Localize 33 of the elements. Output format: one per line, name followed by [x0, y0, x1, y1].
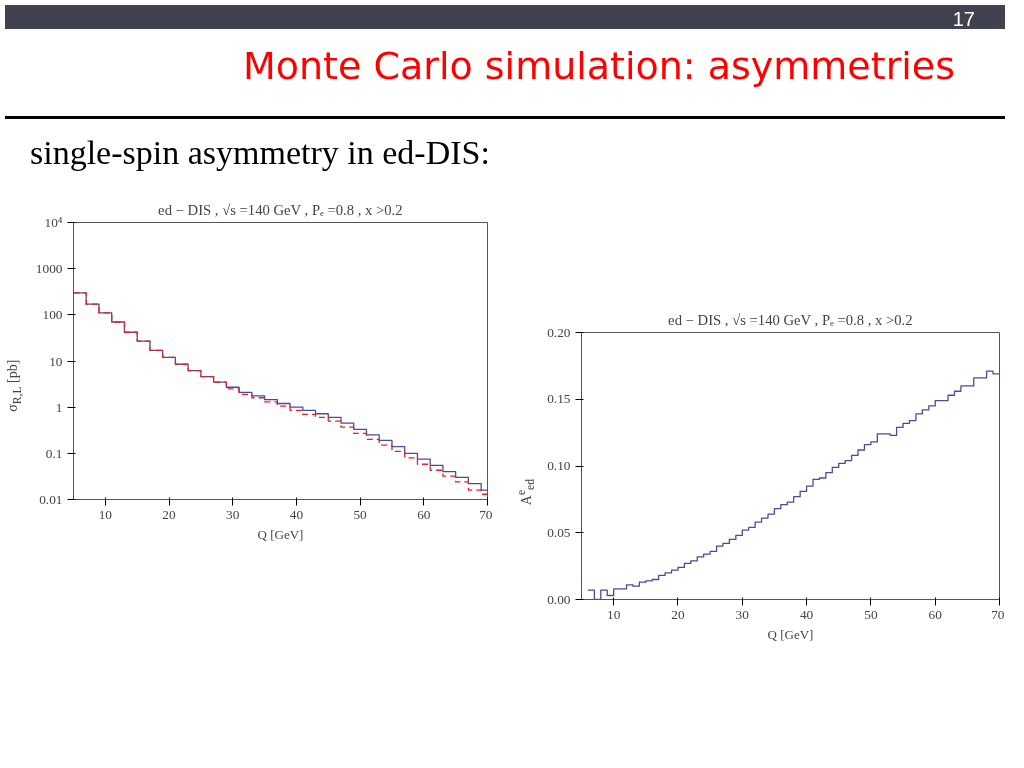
x-tick-label: 60	[417, 506, 431, 522]
y-tick-label: 0.20	[547, 324, 571, 340]
x-tick-label: 20	[671, 606, 685, 622]
text: single-spin asymmetry in ed-DIS:	[30, 133, 490, 173]
y-tick-label: 10⁴	[44, 215, 63, 230]
x-axis-title: Q [GeV]	[767, 626, 814, 642]
x-tick-label: 50	[353, 506, 368, 522]
y-tick-label: 1000	[35, 261, 63, 277]
text: Monte Carlo simulation: asymmetries	[242, 43, 955, 90]
x-tick-label: 10	[98, 506, 113, 522]
x-tick-label: 30	[735, 606, 750, 622]
y-tick-label: 10	[49, 353, 63, 369]
y-tick-label: 0.01	[39, 492, 63, 507]
x-axis-title: Q [GeV]	[257, 526, 304, 542]
y-tick-label: 0.05	[547, 524, 571, 540]
x-tick-label: 40	[799, 606, 814, 622]
x-tick-label: 70	[991, 606, 1005, 622]
y-tick-label: 0.1	[45, 445, 63, 461]
y-tick-label: 0.00	[547, 591, 571, 607]
chart-title: ed − DIS , √s =140 GeV , Pₑ =0.8 , x >0.2	[668, 311, 913, 328]
text: 17	[952, 7, 975, 32]
x-tick-label: 40	[289, 506, 304, 522]
x-tick-label: 60	[928, 606, 943, 622]
y-tick-label: 0.10	[547, 458, 571, 473]
x-tick-label: 30	[226, 506, 240, 522]
x-tick-label: 70	[479, 506, 493, 522]
y-tick-label: 0.15	[547, 391, 571, 407]
y-tick-label: 1	[55, 399, 63, 415]
x-tick-label: 10	[606, 606, 621, 622]
x-tick-label: 50	[864, 606, 878, 622]
x-tick-label: 20	[162, 506, 177, 522]
y-tick-label: 100	[42, 307, 63, 323]
chart-title: ed − DIS , √s =140 GeV , Pₑ =0.8 , x >0.2	[158, 201, 403, 218]
